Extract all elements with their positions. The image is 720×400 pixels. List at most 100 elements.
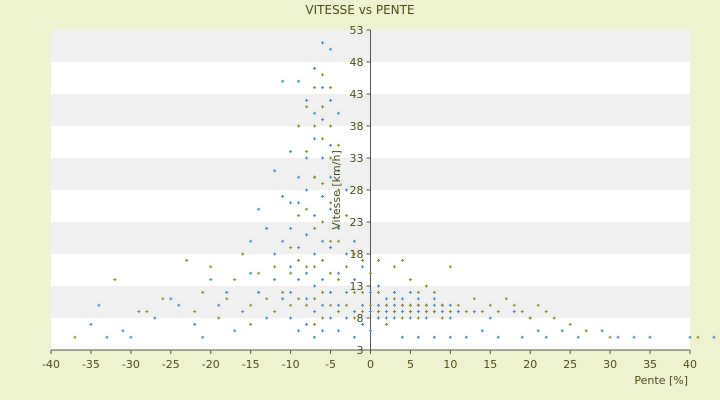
x-axis-label: Pente [%] bbox=[634, 374, 688, 387]
data-point-blue bbox=[329, 143, 333, 147]
data-point-blue bbox=[313, 111, 317, 115]
data-point-blue bbox=[440, 310, 444, 314]
data-point-blue bbox=[329, 246, 333, 250]
data-point-blue bbox=[297, 79, 301, 83]
data-points bbox=[73, 41, 716, 339]
x-tick-label: -15 bbox=[242, 358, 260, 371]
data-point-olive bbox=[361, 258, 365, 262]
data-point-olive bbox=[321, 258, 325, 262]
data-point-olive bbox=[305, 265, 309, 269]
data-point-blue bbox=[273, 278, 277, 282]
data-point-blue bbox=[265, 226, 269, 230]
data-point-olive bbox=[217, 316, 221, 320]
data-point-blue bbox=[353, 278, 357, 282]
x-tick-label: 30 bbox=[603, 358, 617, 371]
data-point-blue bbox=[376, 316, 380, 320]
data-point-olive bbox=[448, 310, 452, 314]
data-point-blue bbox=[137, 310, 141, 314]
data-point-blue bbox=[89, 322, 93, 326]
data-point-blue bbox=[225, 290, 229, 294]
data-point-blue bbox=[329, 207, 333, 211]
data-point-blue bbox=[193, 322, 197, 326]
data-point-olive bbox=[361, 290, 365, 294]
data-point-olive bbox=[313, 265, 317, 269]
x-tick-label: 0 bbox=[367, 358, 374, 371]
data-point-olive bbox=[321, 105, 325, 109]
data-point-blue bbox=[560, 329, 564, 333]
data-point-blue bbox=[416, 310, 420, 314]
data-point-olive bbox=[337, 278, 341, 282]
data-point-blue bbox=[305, 156, 309, 160]
data-point-blue bbox=[313, 214, 317, 218]
data-point-blue bbox=[384, 297, 388, 301]
data-point-olive bbox=[337, 143, 341, 147]
data-point-olive bbox=[313, 86, 317, 90]
data-point-blue bbox=[432, 297, 436, 301]
data-point-blue bbox=[281, 79, 285, 83]
data-point-olive bbox=[329, 156, 333, 160]
data-point-olive bbox=[329, 239, 333, 243]
data-point-blue bbox=[456, 310, 460, 314]
data-point-blue bbox=[480, 329, 484, 333]
data-point-olive bbox=[544, 310, 548, 314]
data-point-blue bbox=[313, 66, 317, 70]
data-point-blue bbox=[337, 329, 341, 333]
data-point-blue bbox=[632, 335, 636, 339]
data-point-blue bbox=[345, 252, 349, 256]
data-point-olive bbox=[408, 303, 412, 307]
data-point-blue bbox=[249, 239, 253, 243]
data-point-blue bbox=[424, 316, 428, 320]
data-point-olive bbox=[520, 310, 524, 314]
data-point-blue bbox=[297, 329, 301, 333]
data-point-olive bbox=[233, 278, 237, 282]
data-point-olive bbox=[464, 310, 468, 314]
data-point-blue bbox=[121, 329, 125, 333]
data-point-olive bbox=[400, 303, 404, 307]
data-point-olive bbox=[337, 239, 341, 243]
data-point-blue bbox=[177, 303, 181, 307]
data-point-olive bbox=[329, 303, 333, 307]
data-point-olive bbox=[345, 265, 349, 269]
data-point-olive bbox=[608, 335, 612, 339]
data-point-olive bbox=[321, 290, 325, 294]
x-tick-label: 25 bbox=[563, 358, 577, 371]
data-point-blue bbox=[392, 303, 396, 307]
data-point-olive bbox=[273, 310, 277, 314]
data-point-blue bbox=[369, 310, 372, 314]
data-point-blue bbox=[321, 194, 325, 198]
data-point-olive bbox=[321, 73, 325, 77]
data-point-olive bbox=[416, 290, 420, 294]
data-point-blue bbox=[337, 169, 341, 173]
data-point-olive bbox=[305, 303, 309, 307]
x-tick-label: -5 bbox=[325, 358, 336, 371]
data-point-olive bbox=[456, 303, 460, 307]
data-point-blue bbox=[209, 278, 213, 282]
x-tick-label: -35 bbox=[82, 358, 100, 371]
data-point-olive bbox=[384, 303, 388, 307]
y-tick-label: 48 bbox=[350, 56, 364, 69]
data-point-olive bbox=[400, 258, 404, 262]
data-point-olive bbox=[512, 303, 516, 307]
data-point-olive bbox=[496, 310, 500, 314]
data-point-olive bbox=[400, 316, 404, 320]
data-point-blue bbox=[289, 201, 293, 205]
data-point-blue bbox=[408, 316, 412, 320]
data-point-blue bbox=[345, 188, 349, 192]
data-point-blue bbox=[321, 86, 325, 90]
data-point-blue bbox=[416, 297, 420, 301]
data-point-olive bbox=[408, 278, 412, 282]
data-point-olive bbox=[440, 316, 444, 320]
data-point-olive bbox=[297, 258, 301, 262]
data-point-blue bbox=[337, 303, 341, 307]
data-point-blue bbox=[392, 290, 396, 294]
data-point-blue bbox=[337, 226, 341, 230]
data-point-blue bbox=[329, 47, 333, 51]
y-tick-label: 33 bbox=[350, 152, 364, 165]
data-point-olive bbox=[384, 322, 388, 326]
x-tick-label: 15 bbox=[483, 358, 497, 371]
x-axis: -40 -35 -30 -25 -20 -15 -10 -5 0 5 10 15 20 25 30 35 40 bbox=[42, 349, 697, 371]
data-point-blue bbox=[289, 316, 293, 320]
data-point-olive bbox=[321, 220, 325, 224]
data-point-blue bbox=[353, 335, 357, 339]
data-point-olive bbox=[448, 265, 452, 269]
